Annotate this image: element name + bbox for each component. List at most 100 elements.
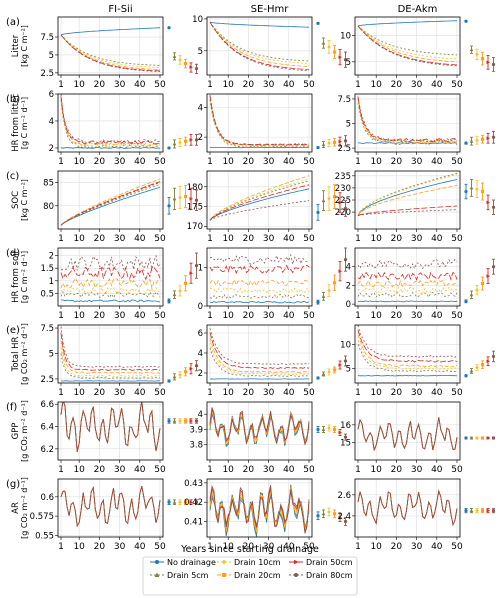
summary-marker (321, 142, 326, 147)
x-tick-label: 30 (263, 311, 275, 321)
subplot: 0 2 4 1 10 20 30 40 50 (346, 247, 496, 321)
series-line (60, 402, 161, 452)
y-axis-label-line: SOC (11, 191, 21, 209)
summary-marker (491, 509, 496, 513)
x-tick-label: 50 (451, 80, 463, 90)
x-tick-label: 50 (451, 388, 463, 398)
y-axis-label-line: [kg C m⁻²] (20, 179, 29, 221)
y-axis-label-line: HR from soil (11, 251, 21, 303)
x-tick-label: 50 (303, 234, 315, 244)
series-group (60, 326, 161, 382)
y-tick-label: 10 (340, 340, 351, 350)
summary-marker (189, 65, 193, 69)
summary-marker (343, 139, 348, 143)
summary-marker (172, 292, 177, 297)
x-tick-label: 20 (94, 157, 106, 167)
summary-marker (167, 419, 171, 423)
x-tick-label: 30 (114, 465, 126, 475)
y-axis-label: HR from soil [g C m⁻² d⁻¹] (11, 251, 29, 303)
subplot: 80 85 1 10 20 30 40 50 (43, 170, 199, 244)
x-tick-label: 50 (154, 311, 166, 321)
series-group (357, 20, 458, 67)
summary-marker (343, 58, 348, 62)
summary-marker (194, 198, 199, 202)
x-tick-label: 30 (114, 234, 126, 244)
y-axis-label: SOC [kg C m⁻²] (11, 179, 29, 221)
y-tick-label: 6 (198, 329, 203, 339)
series-line (60, 402, 161, 452)
series-line (357, 325, 458, 358)
series-group (209, 21, 310, 72)
x-tick-label: 20 (391, 465, 403, 475)
x-tick-label: 10 (370, 542, 382, 552)
summary-marker (475, 436, 479, 441)
y-tick-label: 5 (49, 51, 54, 61)
x-tick-label: 10 (370, 234, 382, 244)
panel-letter: (c) (6, 171, 19, 182)
summary-marker (183, 281, 188, 285)
legend-marker (221, 559, 227, 565)
legend-item: Drain 50cm (289, 558, 353, 567)
summary-marker (480, 509, 485, 513)
x-tick-label: 1 (355, 234, 361, 244)
legend-item: Drain 10cm (217, 558, 281, 567)
x-tick-label: 30 (411, 311, 423, 321)
series-line (357, 185, 458, 216)
series-group (357, 96, 458, 146)
summary-marker (178, 418, 182, 423)
x-tick-label: 50 (303, 465, 315, 475)
series-line (357, 173, 458, 216)
series-group (357, 489, 458, 527)
axes-frame (206, 247, 313, 307)
summary-marker (178, 288, 182, 293)
subplot: 5 10 1 10 20 30 40 50 (340, 324, 496, 398)
series-line (357, 417, 458, 451)
summary-marker (327, 44, 331, 49)
legend-item: Drain 5cm (150, 571, 209, 580)
series-line (357, 20, 458, 27)
series-line (209, 253, 310, 266)
summary-marker (486, 136, 490, 141)
axes-frame (57, 401, 164, 461)
x-tick-label: 20 (391, 234, 403, 244)
series-group (357, 325, 458, 377)
panel-letter: (e) (6, 325, 20, 336)
x-tick-label: 30 (411, 388, 423, 398)
summary-marker (172, 374, 177, 379)
series-group (357, 258, 458, 303)
series-line (357, 375, 458, 377)
x-tick-label: 40 (431, 542, 443, 552)
subplot: 6.2 6.4 6.6 1 10 20 30 40 50 (40, 400, 199, 475)
subplot: 2.5 5 7.5 1 10 20 30 40 50 (40, 16, 199, 90)
y-tick-label: 2 (346, 281, 351, 291)
series-line (60, 178, 161, 226)
subplot: 0.5 1 1.5 2 1 10 20 30 40 50 (40, 247, 199, 321)
series-line (357, 258, 458, 270)
y-tick-label: 1 (198, 263, 203, 273)
series-line (357, 271, 458, 281)
series-line (357, 489, 458, 527)
y-tick-label: 6.6 (40, 400, 54, 410)
series-group (209, 95, 310, 149)
summary-marker (343, 359, 348, 363)
y-tick-label: 220 (335, 208, 351, 218)
y-axis-label-line: [g CO₂ m⁻² d⁻¹] (20, 323, 29, 385)
axes-frame (206, 16, 313, 76)
summary-marker (343, 519, 348, 524)
series-line (209, 184, 310, 221)
x-tick-label: 40 (134, 542, 146, 552)
x-tick-label: 50 (303, 157, 315, 167)
summary-marker (475, 52, 479, 57)
y-tick-label: 1.5 (40, 264, 54, 274)
x-tick-label: 30 (263, 388, 275, 398)
series-group (60, 178, 161, 226)
x-tick-label: 10 (73, 311, 85, 321)
series-line (209, 95, 310, 146)
x-tick-label: 20 (94, 311, 106, 321)
axes-frame (206, 170, 313, 230)
summary-marker (332, 427, 337, 432)
series-line (357, 25, 458, 56)
y-tick-label: 170 (187, 222, 203, 232)
series-line (357, 99, 458, 144)
x-tick-label: 1 (355, 311, 361, 321)
